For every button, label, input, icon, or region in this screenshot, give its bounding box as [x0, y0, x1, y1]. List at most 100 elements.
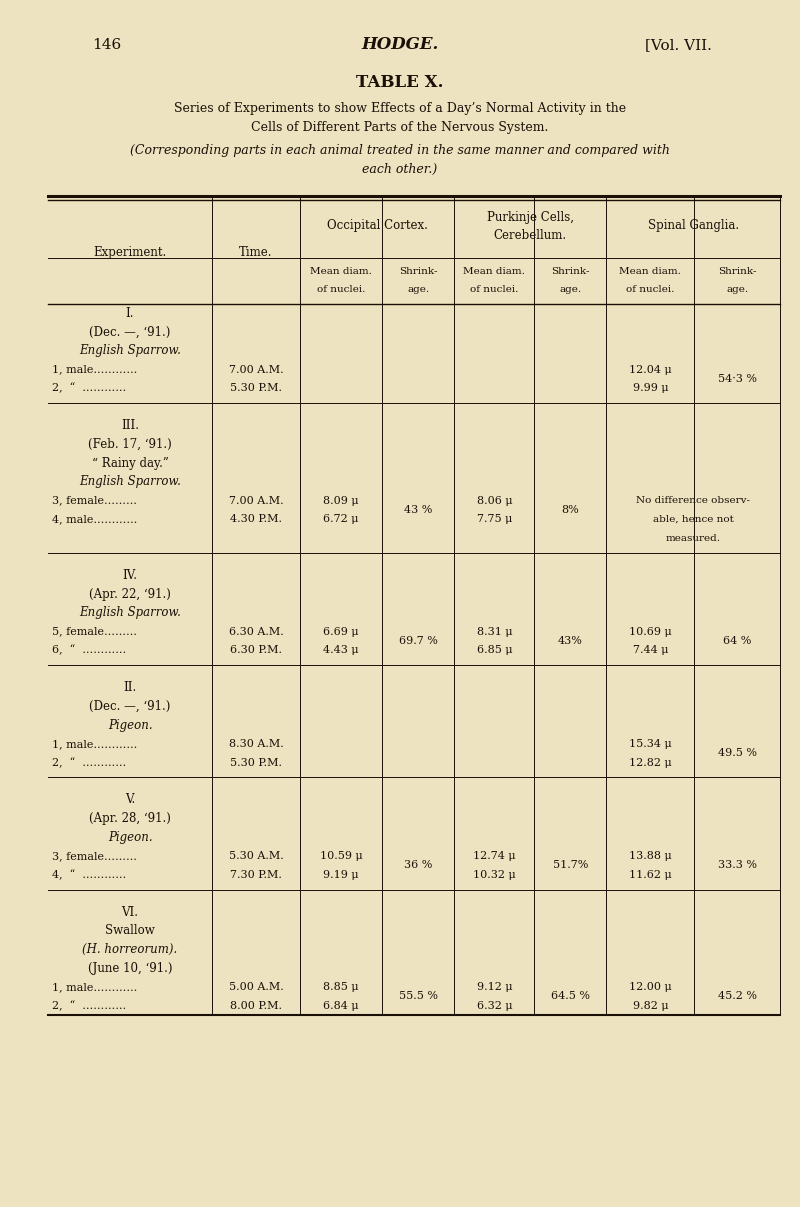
Text: (June 10, ‘91.): (June 10, ‘91.): [88, 962, 172, 975]
Text: 12.82 μ: 12.82 μ: [629, 758, 672, 768]
Text: 43 %: 43 %: [404, 505, 433, 515]
Text: 8.85 μ: 8.85 μ: [323, 982, 359, 992]
Text: Purkinje Cells,: Purkinje Cells,: [487, 211, 574, 223]
Text: 64.5 %: 64.5 %: [551, 991, 590, 1002]
Text: 8.06 μ: 8.06 μ: [477, 496, 512, 506]
Text: 12.04 μ: 12.04 μ: [629, 365, 672, 374]
Text: English Sparrow.: English Sparrow.: [79, 476, 181, 489]
Text: Swallow: Swallow: [105, 925, 155, 938]
Text: 7.00 A.M.: 7.00 A.M.: [229, 496, 283, 506]
Text: 5.30 P.M.: 5.30 P.M.: [230, 758, 282, 768]
Text: 4.30 P.M.: 4.30 P.M.: [230, 514, 282, 524]
Text: 7.75 μ: 7.75 μ: [477, 514, 512, 524]
Text: 49.5 %: 49.5 %: [718, 748, 757, 758]
Text: 8.31 μ: 8.31 μ: [477, 626, 512, 636]
Text: 69.7 %: 69.7 %: [399, 636, 438, 646]
Text: 3, female………: 3, female………: [52, 851, 137, 861]
Text: age.: age.: [726, 285, 748, 295]
Text: age.: age.: [407, 285, 430, 295]
Text: III.: III.: [121, 419, 139, 432]
Text: HODGE.: HODGE.: [362, 36, 438, 53]
Text: 64 %: 64 %: [723, 636, 751, 646]
Text: Series of Experiments to show Effects of a Day’s Normal Activity in the: Series of Experiments to show Effects of…: [174, 103, 626, 115]
Text: “ Rainy day.”: “ Rainy day.”: [91, 456, 169, 470]
Text: 51.7%: 51.7%: [553, 861, 588, 870]
Text: 3, female………: 3, female………: [52, 496, 137, 506]
Text: VI.: VI.: [122, 905, 138, 919]
Text: 1, male…………: 1, male…………: [52, 739, 138, 748]
Text: English Sparrow.: English Sparrow.: [79, 344, 181, 357]
Text: 36 %: 36 %: [404, 861, 433, 870]
Text: 5.30 A.M.: 5.30 A.M.: [229, 851, 283, 861]
Text: Time.: Time.: [239, 246, 273, 258]
Text: 6.32 μ: 6.32 μ: [477, 1001, 512, 1010]
Text: 4,  “  …………: 4, “ …………: [52, 869, 126, 880]
Text: 7.00 A.M.: 7.00 A.M.: [229, 365, 283, 374]
Text: Pigeon.: Pigeon.: [108, 718, 152, 731]
Text: each other.): each other.): [362, 163, 438, 175]
Text: (Dec. —, ‘91.): (Dec. —, ‘91.): [90, 700, 170, 713]
Text: Shrink-: Shrink-: [718, 267, 757, 276]
Text: 4, male…………: 4, male…………: [52, 514, 138, 524]
Text: 11.62 μ: 11.62 μ: [629, 870, 672, 880]
Text: Mean diam.: Mean diam.: [463, 267, 526, 276]
Text: 2,  “  …………: 2, “ …………: [52, 383, 126, 393]
Text: (Apr. 28, ‘91.): (Apr. 28, ‘91.): [89, 812, 171, 826]
Text: (Apr. 22, ‘91.): (Apr. 22, ‘91.): [89, 588, 171, 601]
Text: 8%: 8%: [562, 505, 579, 515]
Text: V.: V.: [125, 793, 135, 806]
Text: 10.69 μ: 10.69 μ: [629, 626, 672, 636]
Text: 12.00 μ: 12.00 μ: [629, 982, 672, 992]
Text: Cerebellum.: Cerebellum.: [494, 229, 567, 241]
Text: 33.3 %: 33.3 %: [718, 861, 757, 870]
Text: 6.85 μ: 6.85 μ: [477, 646, 512, 655]
Text: age.: age.: [559, 285, 582, 295]
Text: IV.: IV.: [122, 568, 138, 582]
Text: 5.30 P.M.: 5.30 P.M.: [230, 384, 282, 393]
Text: 8.09 μ: 8.09 μ: [323, 496, 359, 506]
Text: able, hence not: able, hence not: [653, 515, 734, 524]
Text: No difference observ-: No difference observ-: [636, 496, 750, 505]
Text: of nuclei.: of nuclei.: [317, 285, 366, 295]
Text: 4.43 μ: 4.43 μ: [323, 646, 359, 655]
Text: (Feb. 17, ‘91.): (Feb. 17, ‘91.): [88, 438, 172, 451]
Text: 6,  “  …………: 6, “ …………: [52, 645, 126, 655]
Text: 6.72 μ: 6.72 μ: [323, 514, 359, 524]
Text: 13.88 μ: 13.88 μ: [629, 851, 672, 861]
Text: 54·3 %: 54·3 %: [718, 374, 757, 384]
Text: 7.30 P.M.: 7.30 P.M.: [230, 870, 282, 880]
Text: 9.19 μ: 9.19 μ: [323, 870, 359, 880]
Text: 10.59 μ: 10.59 μ: [320, 851, 362, 861]
Text: 6.69 μ: 6.69 μ: [323, 626, 359, 636]
Text: 15.34 μ: 15.34 μ: [629, 739, 672, 748]
Text: II.: II.: [123, 681, 137, 694]
Text: 5.00 A.M.: 5.00 A.M.: [229, 982, 283, 992]
Text: [Vol. VII.: [Vol. VII.: [645, 37, 712, 52]
Text: Experiment.: Experiment.: [94, 246, 166, 258]
Text: 5, female………: 5, female………: [52, 626, 137, 636]
Text: measured.: measured.: [666, 533, 721, 542]
Text: 146: 146: [92, 37, 122, 52]
Text: Mean diam.: Mean diam.: [310, 267, 372, 276]
Text: (Dec. —, ‘91.): (Dec. —, ‘91.): [90, 326, 170, 339]
Text: (Corresponding parts in each animal treated in the same manner and compared with: (Corresponding parts in each animal trea…: [130, 145, 670, 157]
Text: (H. horreorum).: (H. horreorum).: [82, 943, 178, 956]
Text: 12.74 μ: 12.74 μ: [473, 851, 516, 861]
Text: 6.84 μ: 6.84 μ: [323, 1001, 359, 1010]
Text: Shrink-: Shrink-: [399, 267, 438, 276]
Text: 1, male…………: 1, male…………: [52, 365, 138, 374]
Text: 45.2 %: 45.2 %: [718, 991, 757, 1002]
Text: 6.30 P.M.: 6.30 P.M.: [230, 646, 282, 655]
Text: 9.99 μ: 9.99 μ: [633, 384, 668, 393]
Text: 43%: 43%: [558, 636, 583, 646]
Text: 1, male…………: 1, male…………: [52, 982, 138, 992]
Text: 9.82 μ: 9.82 μ: [633, 1001, 668, 1010]
Text: 2,  “  …………: 2, “ …………: [52, 757, 126, 768]
Text: Occipital Cortex.: Occipital Cortex.: [326, 220, 428, 232]
Text: 7.44 μ: 7.44 μ: [633, 646, 668, 655]
Text: 10.32 μ: 10.32 μ: [473, 870, 516, 880]
Text: of nuclei.: of nuclei.: [470, 285, 518, 295]
Text: 55.5 %: 55.5 %: [399, 991, 438, 1002]
Text: 2,  “  …………: 2, “ …………: [52, 1001, 126, 1011]
Text: 8.30 A.M.: 8.30 A.M.: [229, 739, 283, 748]
